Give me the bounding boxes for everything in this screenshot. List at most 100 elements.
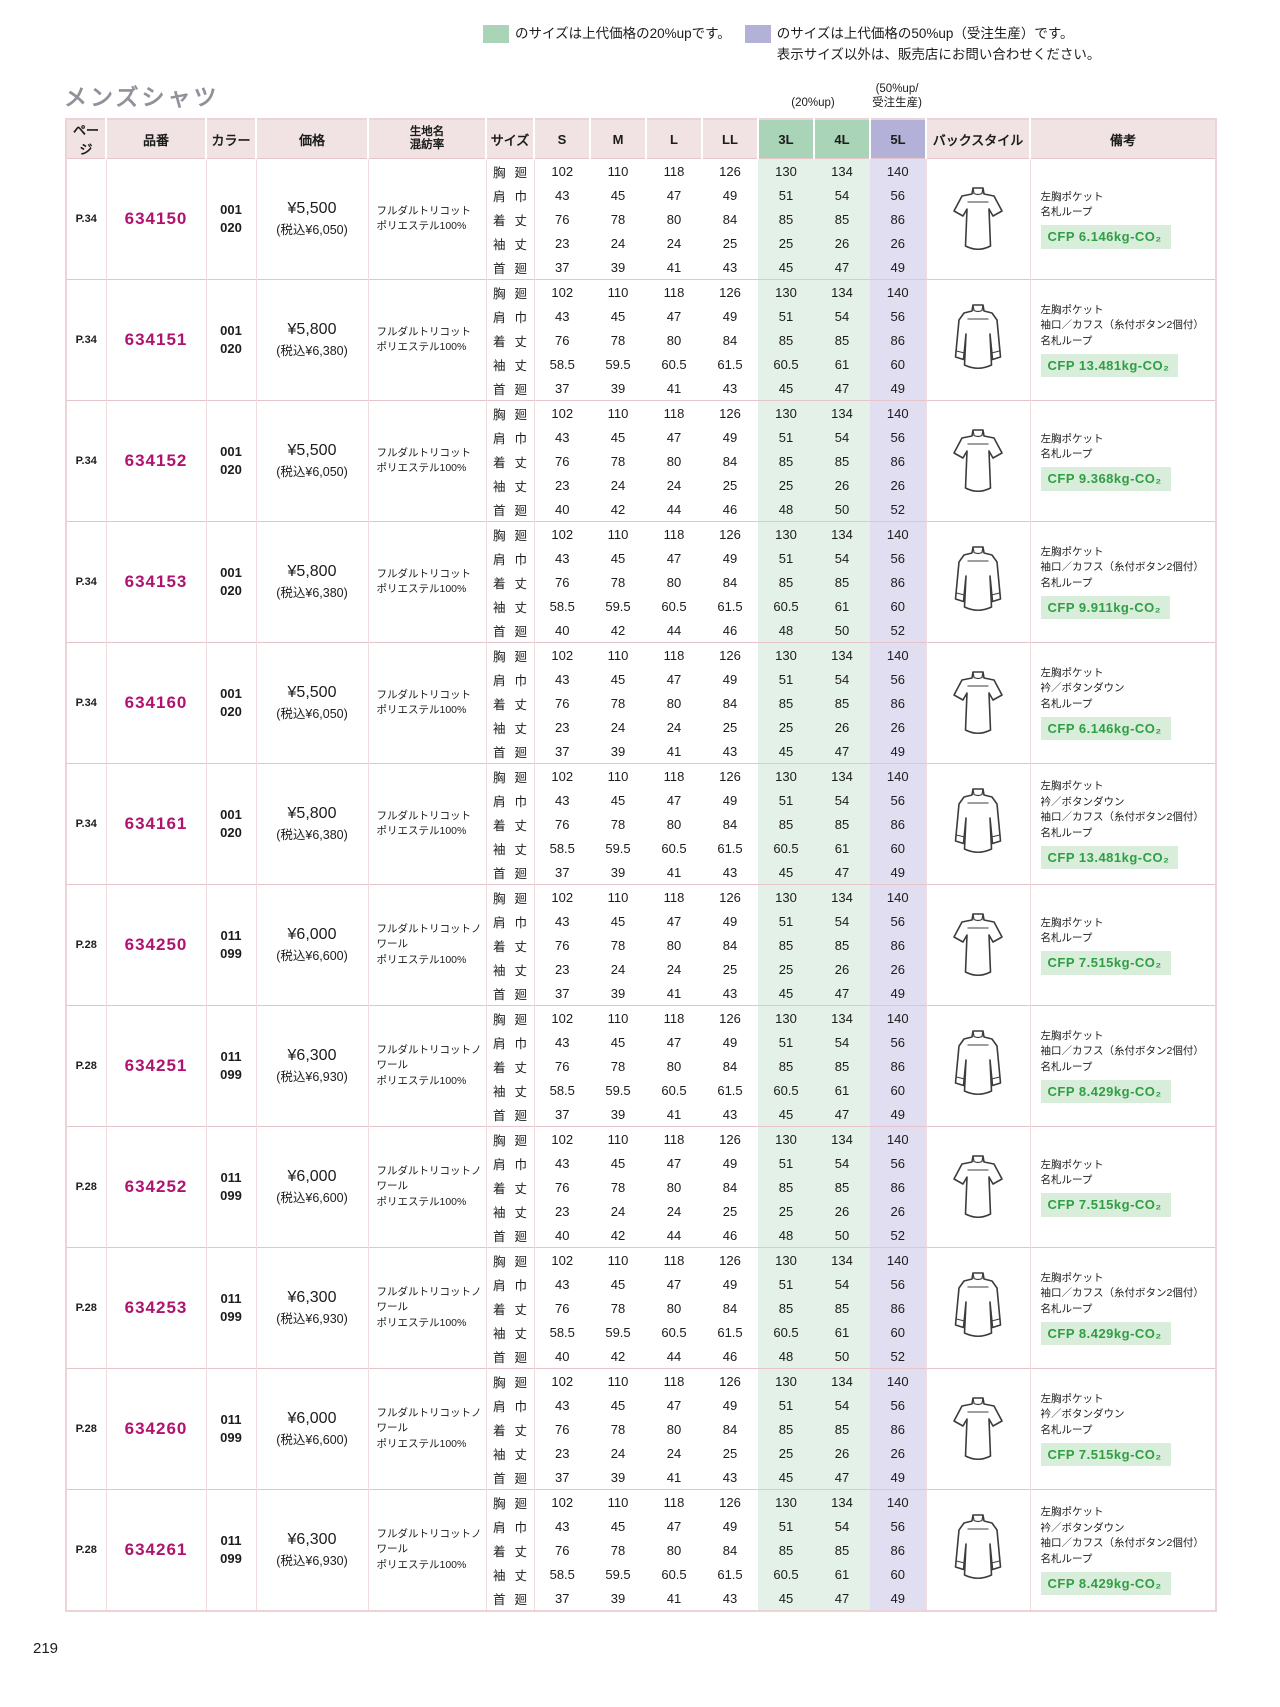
- measurement-value: 47: [814, 255, 870, 280]
- measurement-value: 86: [870, 1054, 926, 1078]
- product-code: 634251: [106, 1005, 207, 1127]
- measurement-value: 80: [666, 937, 682, 953]
- measurement-label: 胸廻: [486, 884, 535, 909]
- measurement-value: 24: [666, 719, 682, 735]
- measurement-value: 84: [722, 695, 738, 711]
- table-row: P.28 634251 011 099 ¥6,300 (税込¥6,930) フル…: [66, 1005, 1216, 1127]
- table-row: 首廻 37 39 41 43 45 47 49: [66, 860, 1216, 885]
- measurement-value: 61: [814, 1320, 870, 1344]
- measurement-value: 40: [555, 1348, 570, 1364]
- note-line: 袖口／カフス（糸付ボタン2個付）: [1040, 1045, 1204, 1058]
- measurement-value: 58.5: [549, 1082, 575, 1098]
- measurement-value: 56: [870, 1151, 926, 1175]
- cfp-badge: CFP 7.515kg-CO₂: [1040, 1193, 1171, 1217]
- measurement-value: 140: [870, 279, 926, 304]
- color-codes: 001 020: [206, 521, 257, 643]
- measurement-value: 43: [722, 743, 738, 759]
- price: ¥5,500 (税込¥6,050): [256, 400, 369, 522]
- measurement-value: 26: [870, 715, 926, 739]
- measurement-value: 26: [814, 1441, 870, 1465]
- product-code: 634150: [106, 158, 207, 280]
- note-line: 衿／ボタンダウン: [1040, 682, 1125, 695]
- shirt-back-long-icon: [954, 788, 1002, 854]
- price-legend: のサイズは上代価格の20%upです。 のサイズは上代価格の50%up（受注生産）…: [483, 24, 1100, 66]
- measurement-value: 60.5: [661, 1324, 687, 1340]
- measurement-value: 37: [555, 1106, 570, 1122]
- price: ¥5,800 (税込¥6,380): [256, 521, 369, 643]
- table-row: 肩巾 43 45 47 49 51 54 56: [66, 546, 1216, 570]
- fabric: フルダルトリコット ポリエステル100%: [368, 279, 487, 401]
- measurement-value: 51: [758, 183, 814, 207]
- measurement-value: 49: [722, 913, 738, 929]
- color-codes: 011 099: [206, 1126, 257, 1248]
- measurement-value: 46: [722, 622, 738, 638]
- measurement-value: 80: [666, 1542, 682, 1558]
- note-line: 左胸ポケット: [1040, 545, 1104, 558]
- measurement-value: 41: [666, 1106, 682, 1122]
- measurement-value: 61.5: [717, 1082, 743, 1098]
- measurement-value: 26: [814, 715, 870, 739]
- measurement-value: 45: [610, 1397, 626, 1413]
- measurement-label: 肩巾: [486, 546, 535, 570]
- measurement-label: 胸廻: [486, 1247, 535, 1272]
- measurement-label: 胸廻: [486, 642, 535, 667]
- measurement-value: 43: [555, 1155, 570, 1171]
- measurement-value: 52: [870, 1344, 926, 1369]
- measurement-label: 着丈: [486, 449, 535, 473]
- measurement-value: 118: [646, 642, 702, 667]
- measurement-value: 51: [758, 788, 814, 812]
- measurement-value: 43: [555, 1397, 570, 1413]
- measurement-value: 110: [590, 1489, 646, 1514]
- measurement-value: 49: [722, 550, 738, 566]
- note-line: 名札ループ: [1040, 1303, 1093, 1316]
- measurement-value: 44: [666, 501, 682, 517]
- note-line: 名札ループ: [1040, 448, 1093, 461]
- legend-20up-label: のサイズは上代価格の20%upです。: [515, 26, 731, 41]
- measurement-value: 23: [555, 1203, 570, 1219]
- table-row: 着丈 76 78 80 84 85 85 86: [66, 1054, 1216, 1078]
- measurement-value: 102: [534, 521, 590, 546]
- measurement-value: 80: [666, 1300, 682, 1316]
- measurement-value: 134: [814, 763, 870, 788]
- measurement-value: 45: [610, 1518, 626, 1534]
- price: ¥6,000 (税込¥6,600): [256, 884, 369, 1006]
- measurement-label: 袖丈: [486, 594, 535, 618]
- measurement-value: 85: [758, 1054, 814, 1078]
- measurement-value: 85: [758, 812, 814, 836]
- measurement-value: 43: [722, 864, 738, 880]
- shirt-back-long-icon: [954, 304, 1002, 370]
- measurement-value: 47: [814, 860, 870, 885]
- measurement-value: 49: [722, 792, 738, 808]
- measurement-value: 86: [870, 328, 926, 352]
- measurement-value: 47: [814, 376, 870, 401]
- table-row: 着丈 76 78 80 84 85 85 86: [66, 1417, 1216, 1441]
- measurement-value: 61.5: [717, 1324, 743, 1340]
- catalog-page-ref: P.34: [66, 642, 107, 764]
- measurement-value: 49: [722, 429, 738, 445]
- measurement-value: 24: [666, 1445, 682, 1461]
- catalog-page-ref: P.28: [66, 1005, 107, 1127]
- measurement-value: 49: [870, 255, 926, 280]
- measurement-value: 59.5: [605, 840, 631, 856]
- size-spec-table: ページ 品番 カラー 価格 生地名 混紡率 サイズ S M L LL 3L 4L…: [65, 118, 1217, 1612]
- measurement-value: 47: [666, 1034, 682, 1050]
- measurement-value: 134: [814, 521, 870, 546]
- measurement-value: 47: [666, 1276, 682, 1292]
- note-line: 左胸ポケット: [1040, 1029, 1104, 1042]
- measurement-value: 24: [610, 961, 626, 977]
- measurement-value: 49: [870, 739, 926, 764]
- col-header-backstyle: バックスタイル: [925, 119, 1030, 159]
- note-line: 左胸ポケット: [1040, 916, 1104, 929]
- measurement-value: 51: [758, 1151, 814, 1175]
- measurement-value: 51: [758, 1030, 814, 1054]
- measurement-value: 49: [870, 376, 926, 401]
- measurement-value: 54: [814, 909, 870, 933]
- color-codes: 011 099: [206, 1368, 257, 1490]
- measurement-value: 49: [722, 187, 738, 203]
- measurement-value: 43: [722, 259, 738, 275]
- measurement-value: 126: [702, 884, 758, 909]
- measurement-value: 85: [814, 328, 870, 352]
- col-header-4l: 4L: [813, 119, 870, 159]
- measurement-value: 37: [555, 259, 570, 275]
- measurement-value: 60: [870, 352, 926, 376]
